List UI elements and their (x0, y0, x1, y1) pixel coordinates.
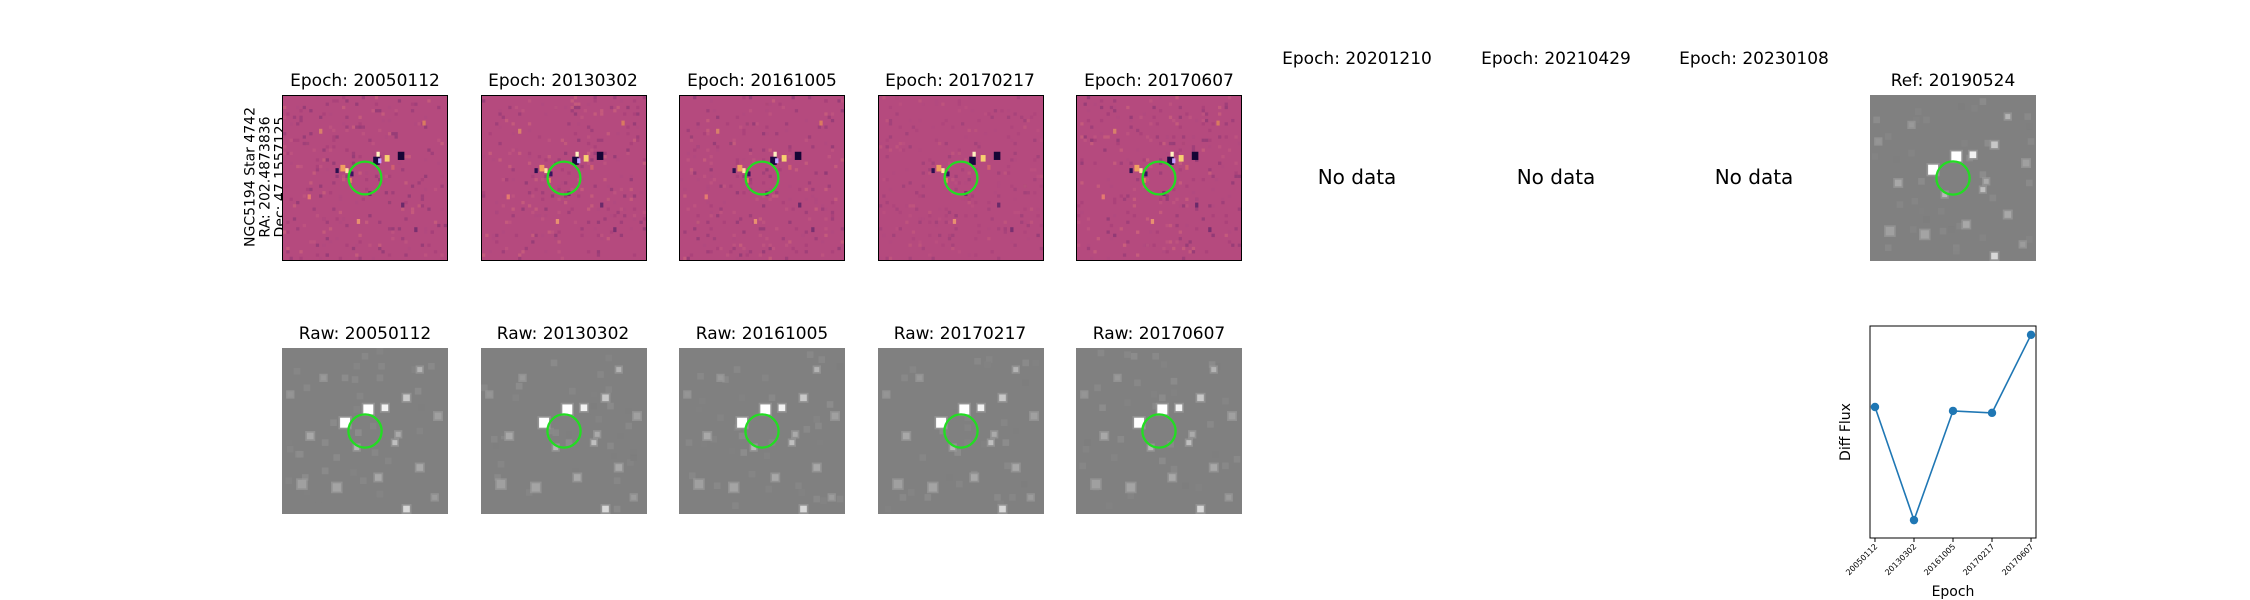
diff-title-7: Epoch: 20210429 (1481, 49, 1631, 69)
data-point (2026, 330, 2036, 340)
x-tick-label: 20050112 (1844, 542, 1879, 577)
x-tick-label: 20170607 (2000, 542, 2035, 577)
raw-title-2: Raw: 20130302 (496, 324, 630, 344)
plot-frame (1869, 325, 2037, 539)
raw-title-5: Raw: 20170607 (1092, 324, 1226, 344)
raw-image-3 (679, 348, 845, 514)
raw-cutout (1076, 348, 1242, 514)
x-tick-label: 20161005 (1922, 542, 1957, 577)
diff-cutout (283, 96, 447, 260)
raw-image-1 (282, 348, 448, 514)
diff-flux-chart: 20050112 20130302 20161005 20170217 20170607… (1838, 325, 2037, 600)
raw-cutout (1870, 95, 2036, 261)
diff-title-4: Epoch: 20170217 (885, 71, 1035, 91)
object-name: NGC5194 Star 4742 (242, 107, 259, 247)
y-axis-label: Diff Flux (1838, 403, 1854, 461)
diff-image-4 (878, 95, 1044, 261)
x-tick-label: 20170217 (1961, 542, 1996, 577)
no-data-label-2: No data (1516, 165, 1596, 189)
diff-title-3: Epoch: 20161005 (687, 71, 837, 91)
ref-title: Ref: 20190524 (1890, 71, 2016, 91)
data-point (1948, 406, 1958, 416)
x-axis-label: Epoch (1932, 584, 1975, 600)
diff-cutout (680, 96, 844, 260)
diff-title-6: Epoch: 20201210 (1282, 49, 1432, 69)
data-point (1870, 402, 1880, 412)
x-tick-label: 20130302 (1883, 542, 1918, 577)
diff-image-3 (679, 95, 845, 261)
no-data-label-1: No data (1317, 165, 1397, 189)
diff-image-1 (282, 95, 448, 261)
data-point (1909, 515, 1919, 525)
raw-image-4 (878, 348, 1044, 514)
raw-image-2 (481, 348, 647, 514)
raw-cutout (878, 348, 1044, 514)
raw-cutout (481, 348, 647, 514)
raw-cutout (679, 348, 845, 514)
diff-cutout (1077, 96, 1241, 260)
raw-cutout (282, 348, 448, 514)
diff-image-5 (1076, 95, 1242, 261)
diff-title-1: Epoch: 20050112 (290, 71, 440, 91)
diff-title-5: Epoch: 20170607 (1084, 71, 1234, 91)
diff-title-8: Epoch: 20230108 (1679, 49, 1829, 69)
raw-image-5 (1076, 348, 1242, 514)
diff-cutout (482, 96, 646, 260)
diff-title-2: Epoch: 20130302 (488, 71, 638, 91)
diff-image-2 (481, 95, 647, 261)
object-ra: RA: 202.4873836 (257, 116, 274, 238)
no-data-label-3: No data (1714, 165, 1794, 189)
raw-title-1: Raw: 20050112 (298, 324, 432, 344)
raw-title-4: Raw: 20170217 (893, 324, 1027, 344)
diff-cutout (879, 96, 1043, 260)
series-line (1874, 334, 2032, 523)
data-point (1987, 408, 1997, 418)
ref-image (1870, 95, 2036, 261)
raw-title-3: Raw: 20161005 (695, 324, 829, 344)
